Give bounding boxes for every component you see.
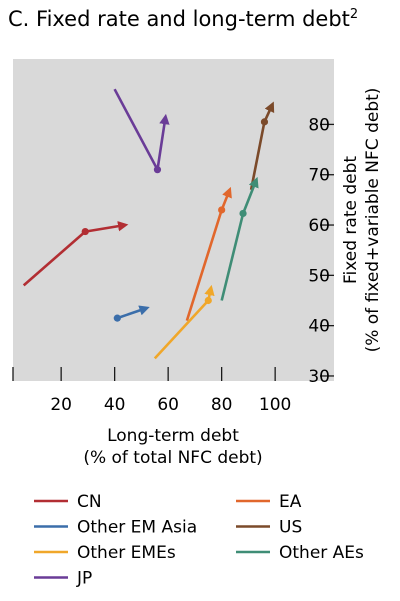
x-tick-label: 100 (259, 395, 291, 415)
x-tick-label: 20 (50, 395, 72, 415)
x-tick-label: 40 (104, 395, 126, 415)
chart-title-text: C. Fixed rate and long-term debt (8, 7, 350, 31)
legend-label: Other EMEs (77, 543, 176, 563)
y-tick-label: 50 (308, 266, 330, 286)
x-tick-label: 60 (157, 395, 179, 415)
y-tick-label: 60 (308, 216, 330, 236)
chart-title-superscript: 2 (350, 7, 358, 22)
y-tick-label: 40 (308, 317, 330, 337)
legend-label: Other EM Asia (77, 518, 197, 538)
x-axis-label: Long-term debt (107, 426, 239, 446)
plot-area (13, 59, 334, 381)
y-tick-label: 80 (308, 115, 330, 135)
series-point (218, 206, 226, 214)
series-point (113, 314, 121, 322)
y-tick-label: 70 (308, 166, 330, 186)
series-point (81, 227, 89, 236)
y-axis: 30 40 50 60 70 80 (308, 115, 334, 387)
series-point (204, 296, 212, 305)
legend-label: CN (77, 492, 102, 512)
legend-label: Other AEs (279, 543, 364, 563)
x-axis-unit-label: (% of total NFC debt) (83, 448, 262, 468)
chart-title: C. Fixed rate and long-term debt2 (8, 7, 358, 31)
x-axis: 20 40 60 80 100 (12, 367, 291, 415)
y-axis-unit-label: (% of fixed+variable NFC debt) (363, 88, 383, 353)
legend: CN EA Other EM Asia US Other EMEs Other AEs JP (34, 492, 364, 589)
series-point (239, 209, 247, 218)
legend-label: US (279, 518, 302, 538)
legend-label: EA (279, 492, 302, 512)
legend-label: JP (76, 569, 92, 589)
series-line (116, 305, 150, 320)
y-tick-label: 30 (308, 367, 330, 387)
series-point (153, 166, 162, 174)
x-tick-label: 80 (211, 395, 233, 415)
y-axis-label: Fixed rate debt (341, 156, 361, 284)
series-point (260, 118, 269, 126)
series-layer (22, 88, 275, 360)
